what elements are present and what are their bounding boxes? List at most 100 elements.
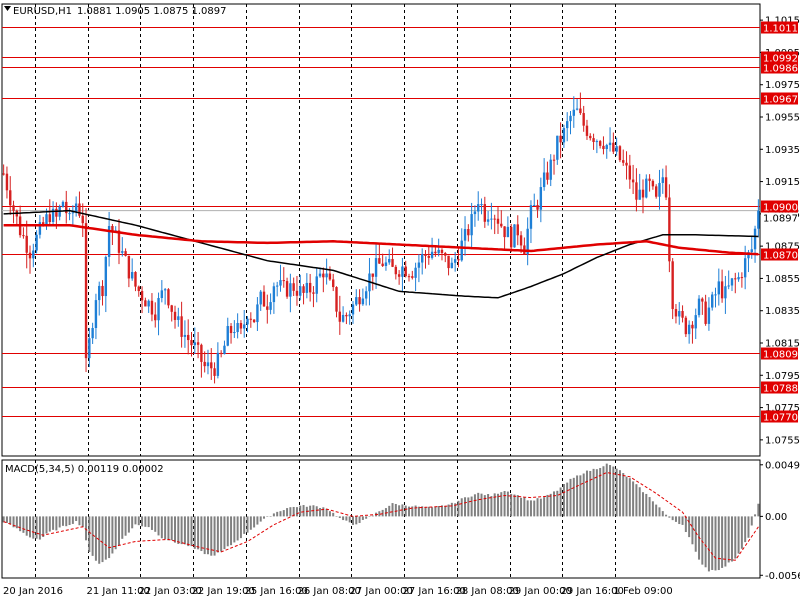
current-price-tag: [761, 212, 798, 224]
candle-body: [556, 135, 559, 160]
macd-histogram-bar: [444, 505, 447, 517]
macd-histogram-bar: [754, 514, 757, 517]
candle-body: [305, 282, 309, 293]
candle-body: [127, 255, 131, 279]
candle-body: [552, 159, 556, 161]
macd-histogram-bar: [137, 516, 140, 526]
price-level-label: 1.0870: [763, 251, 798, 262]
macd-histogram-bar: [88, 516, 91, 552]
macd-histogram-bar: [665, 514, 668, 517]
macd-histogram-bar: [635, 484, 638, 517]
candle-body: [35, 234, 38, 251]
price-level-tag: [761, 21, 798, 34]
candle-body: [757, 210, 760, 229]
candle-body: [737, 277, 740, 280]
candle-body: [28, 252, 32, 259]
candle-body: [668, 197, 671, 262]
macd-histogram-bar: [266, 516, 269, 517]
macd-histogram-bar: [464, 497, 467, 517]
macd-histogram-bar: [384, 508, 387, 517]
macd-histogram-bar: [496, 493, 499, 517]
price-level-label: 1.0770: [763, 413, 798, 424]
macd-histogram-bar: [101, 516, 104, 563]
candle-body: [440, 249, 444, 254]
candle-body: [411, 276, 414, 278]
candle-body: [681, 311, 684, 318]
candle-body: [625, 162, 628, 166]
x-tick-label: 28 Jan 08:00: [456, 586, 519, 597]
macd-histogram-bar: [15, 516, 18, 529]
macd-histogram-bar: [263, 516, 266, 519]
y-tick-label: 1.0915: [765, 177, 800, 188]
horizontal-levels[interactable]: [2, 27, 760, 417]
y-tick-label: 1.0835: [765, 306, 800, 317]
candle-body: [509, 226, 513, 248]
macd-histogram-bar: [579, 475, 582, 517]
macd-histogram-bar: [487, 494, 490, 517]
macd-histogram-bar: [757, 503, 760, 517]
candle-body: [272, 286, 276, 303]
y-tick-label: 1.0775: [765, 403, 800, 414]
macd-histogram-bar: [642, 492, 645, 517]
macd-histogram-bar: [714, 516, 717, 571]
candle-body: [635, 182, 638, 200]
macd-histogram-bar: [292, 506, 295, 517]
candle-body: [150, 300, 154, 315]
candle-body: [5, 173, 9, 191]
macd-histogram-bar: [450, 502, 453, 517]
macd-histogram-bar: [220, 516, 223, 552]
macd-histogram-bar: [71, 516, 74, 524]
candle-body: [477, 204, 480, 212]
price-level-label: 1.0967: [763, 95, 798, 106]
macd-histogram-bar: [223, 516, 226, 550]
macd-histogram-bar: [206, 516, 209, 555]
candle-body: [183, 334, 187, 337]
macd-histogram-bar: [213, 516, 216, 556]
macd-histogram-bar: [150, 516, 153, 530]
candle-body: [170, 305, 173, 312]
macd-histogram-bar: [12, 516, 15, 528]
candle-body: [74, 203, 78, 213]
macd-histogram-bar: [216, 516, 219, 553]
candle-body: [134, 272, 137, 287]
candle-body: [391, 258, 394, 267]
candle-body: [480, 204, 483, 206]
x-tick-label: 21 Jan 11:00: [87, 586, 150, 597]
macd-histogram-bar: [592, 468, 595, 517]
candle-body: [424, 254, 427, 256]
macd-histogram-bar: [279, 511, 282, 517]
macd-histogram-bar: [645, 493, 648, 517]
candle-body: [140, 291, 144, 301]
candle-body: [381, 263, 384, 266]
candle-body: [529, 205, 533, 229]
candle-body: [430, 251, 434, 258]
macd-histogram-bar: [533, 500, 536, 517]
candle-body: [259, 291, 262, 305]
candle-body: [45, 214, 48, 225]
candle-body: [453, 259, 457, 263]
macd-histogram-bar: [398, 505, 401, 517]
macd-histogram-bar: [473, 494, 476, 517]
price-level-tag: [761, 92, 798, 105]
candle-body: [615, 146, 618, 152]
macd-histogram-bar: [108, 516, 111, 559]
macd-histogram-bar: [378, 511, 381, 517]
candle-body: [404, 266, 407, 277]
candle-body: [121, 251, 124, 253]
macd-histogram-bar: [104, 516, 107, 560]
y-tick-label: 1.0815: [765, 339, 800, 350]
macd-histogram-bar: [605, 463, 608, 517]
candle-body: [579, 108, 582, 114]
symbol-dropdown-icon[interactable]: [4, 6, 11, 11]
y-tick-label: 1.0975: [765, 80, 800, 91]
macd-histogram-bar: [22, 516, 25, 533]
candle-body: [704, 301, 707, 324]
macd-histogram-bar: [740, 516, 743, 549]
candle-body: [239, 322, 243, 329]
chart-header: EURUSD,H1 1.0881 1.0905 1.0875 1.0897: [4, 6, 227, 17]
candle-body: [450, 262, 454, 269]
candle-body: [173, 311, 177, 320]
macd-histogram-bar: [309, 505, 312, 517]
